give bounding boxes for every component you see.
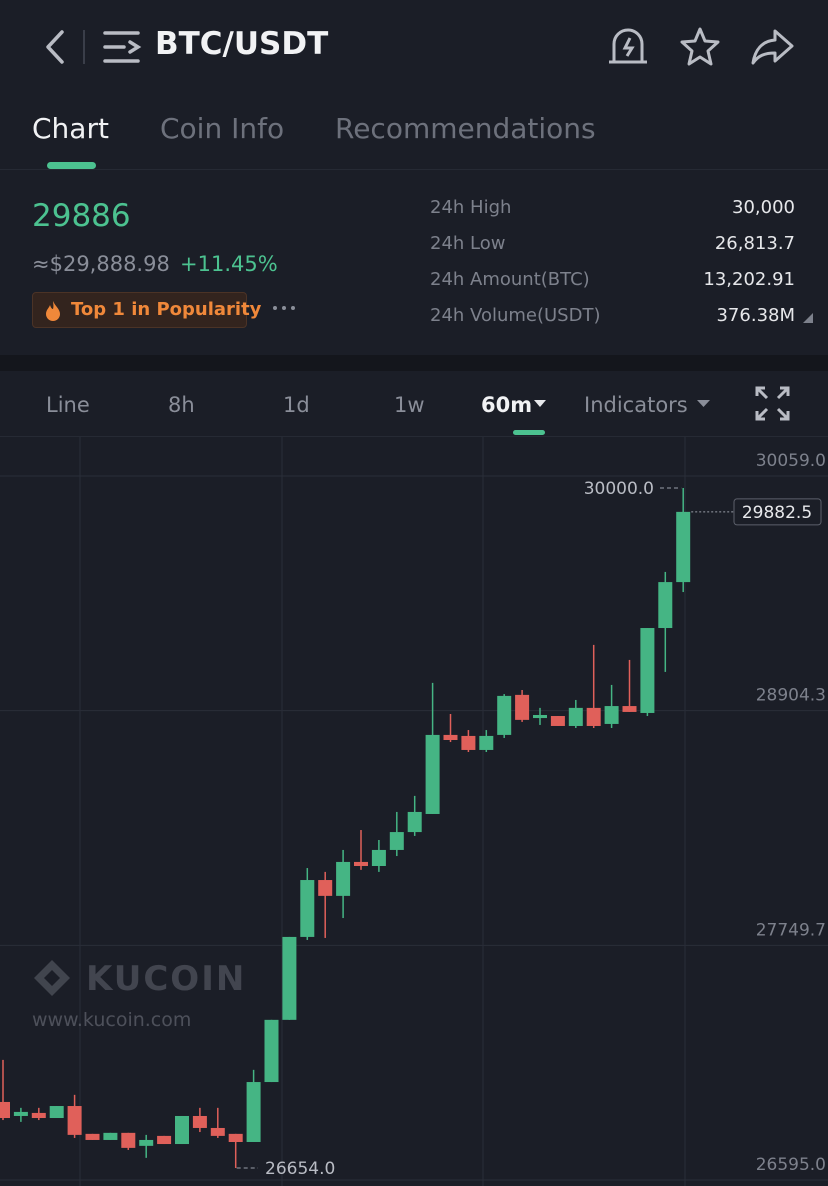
candle-body: [264, 1019, 279, 1083]
candle-body: [604, 706, 619, 724]
interval-tab[interactable]: 60m: [481, 393, 533, 417]
dropdown-arrow: [534, 400, 546, 407]
candle-body: [389, 832, 404, 850]
stat-label: 24h High: [430, 197, 512, 218]
tab[interactable]: Chart: [32, 112, 109, 145]
stat-label: 24h Low: [430, 233, 506, 254]
flame-icon: [46, 301, 60, 321]
interval-indicator: [513, 430, 545, 435]
candle-body: [371, 849, 386, 867]
candle-body: [533, 715, 547, 719]
high-label: 30000.0: [584, 479, 654, 499]
watermark-url: www.kucoin.com: [32, 1009, 191, 1031]
interval-tab[interactable]: 1w: [394, 393, 425, 417]
candle-body: [282, 936, 297, 1020]
stat-value: 26,813.7: [714, 233, 795, 254]
last-price-label: 29882.5: [742, 503, 812, 523]
menu-icon[interactable]: [103, 31, 142, 63]
candle-body: [228, 1133, 243, 1142]
last-price: 29886: [32, 198, 131, 234]
candle-body: [121, 1132, 136, 1148]
candle-body: [300, 880, 315, 937]
low-label: 26654.0: [265, 1159, 335, 1179]
candle-body: [13, 1111, 28, 1116]
candle-body: [49, 1106, 64, 1119]
candle-body: [210, 1127, 225, 1136]
watermark-logo: [34, 960, 70, 996]
candle-body: [0, 1101, 10, 1119]
y-tick-label: 28904.3: [756, 686, 826, 706]
alert-icon[interactable]: [609, 28, 647, 64]
candle-body: [497, 695, 512, 735]
candle-body: [67, 1106, 82, 1135]
divider: [0, 169, 828, 170]
header-icons: [46, 27, 794, 66]
section-separator: [0, 355, 828, 371]
candle-body: [318, 880, 333, 896]
fiat-price: ≈$29,888.98: [32, 252, 170, 276]
candle-body: [354, 861, 368, 867]
stat-value: 30,000: [732, 197, 795, 218]
corner-icon: [803, 313, 813, 323]
interval-tab[interactable]: Line: [46, 393, 90, 417]
candle-body: [443, 734, 458, 740]
y-tick-label: 26595.0: [756, 1155, 826, 1175]
candle-body: [515, 694, 530, 720]
candle-body: [336, 861, 351, 896]
page-title: BTC/USDT: [155, 26, 329, 62]
candle-body: [175, 1115, 189, 1145]
y-tick-label: 27749.7: [756, 920, 826, 940]
more-icon[interactable]: [272, 302, 296, 314]
time-grid: [79, 437, 686, 1186]
price-change: +11.45%: [180, 252, 278, 276]
tab[interactable]: Recommendations: [335, 112, 596, 145]
stat-value: 13,202.91: [703, 269, 795, 290]
interval-tab[interactable]: 8h: [168, 393, 195, 417]
candle-body: [676, 511, 691, 583]
candle-body: [425, 734, 440, 814]
watermark-brand: KUCOIN: [86, 959, 246, 999]
candle-body: [139, 1139, 154, 1146]
candlestick-chart: 26595.0 27749.7 28904.3 30059.0 KUCOIN www.ku…: [0, 437, 828, 1186]
last-price-box: [733, 498, 822, 526]
fullscreen-icon[interactable]: [755, 386, 790, 421]
stat-label: 24h Volume(USDT): [430, 305, 601, 326]
candle-body: [622, 706, 637, 712]
popularity-badge[interactable]: Top 1 in Popularity: [32, 292, 261, 328]
candle-body: [658, 582, 673, 629]
candle-body: [550, 716, 565, 726]
share-icon[interactable]: [751, 29, 794, 65]
favorite-icon[interactable]: [680, 27, 720, 66]
candle-body: [586, 707, 601, 726]
candle-body: [85, 1133, 100, 1140]
tab[interactable]: Coin Info: [160, 112, 285, 145]
stat-value: 376.38M: [716, 305, 795, 326]
candle-body: [192, 1115, 207, 1128]
candle-body: [103, 1132, 118, 1140]
y-tick-label: 30059.0: [756, 451, 826, 471]
badge-text: Top 1 in Popularity: [71, 299, 262, 320]
divider: [0, 436, 828, 437]
candle-body: [31, 1112, 46, 1119]
interval-tab[interactable]: 1d: [283, 393, 310, 417]
dropdown-arrow: [697, 400, 710, 407]
candle-body: [640, 628, 655, 713]
stat-label: 24h Amount(BTC): [430, 269, 590, 290]
candle-body: [157, 1135, 172, 1145]
candle-body: [407, 811, 422, 833]
back-icon[interactable]: [46, 30, 64, 64]
candle-body: [568, 707, 583, 726]
tab-indicator: [47, 162, 96, 169]
interval-icons: [513, 386, 790, 435]
candle-body: [246, 1082, 261, 1142]
candle-body: [479, 735, 494, 750]
candle-body: [461, 735, 476, 750]
indicators-menu[interactable]: Indicators: [584, 393, 688, 417]
